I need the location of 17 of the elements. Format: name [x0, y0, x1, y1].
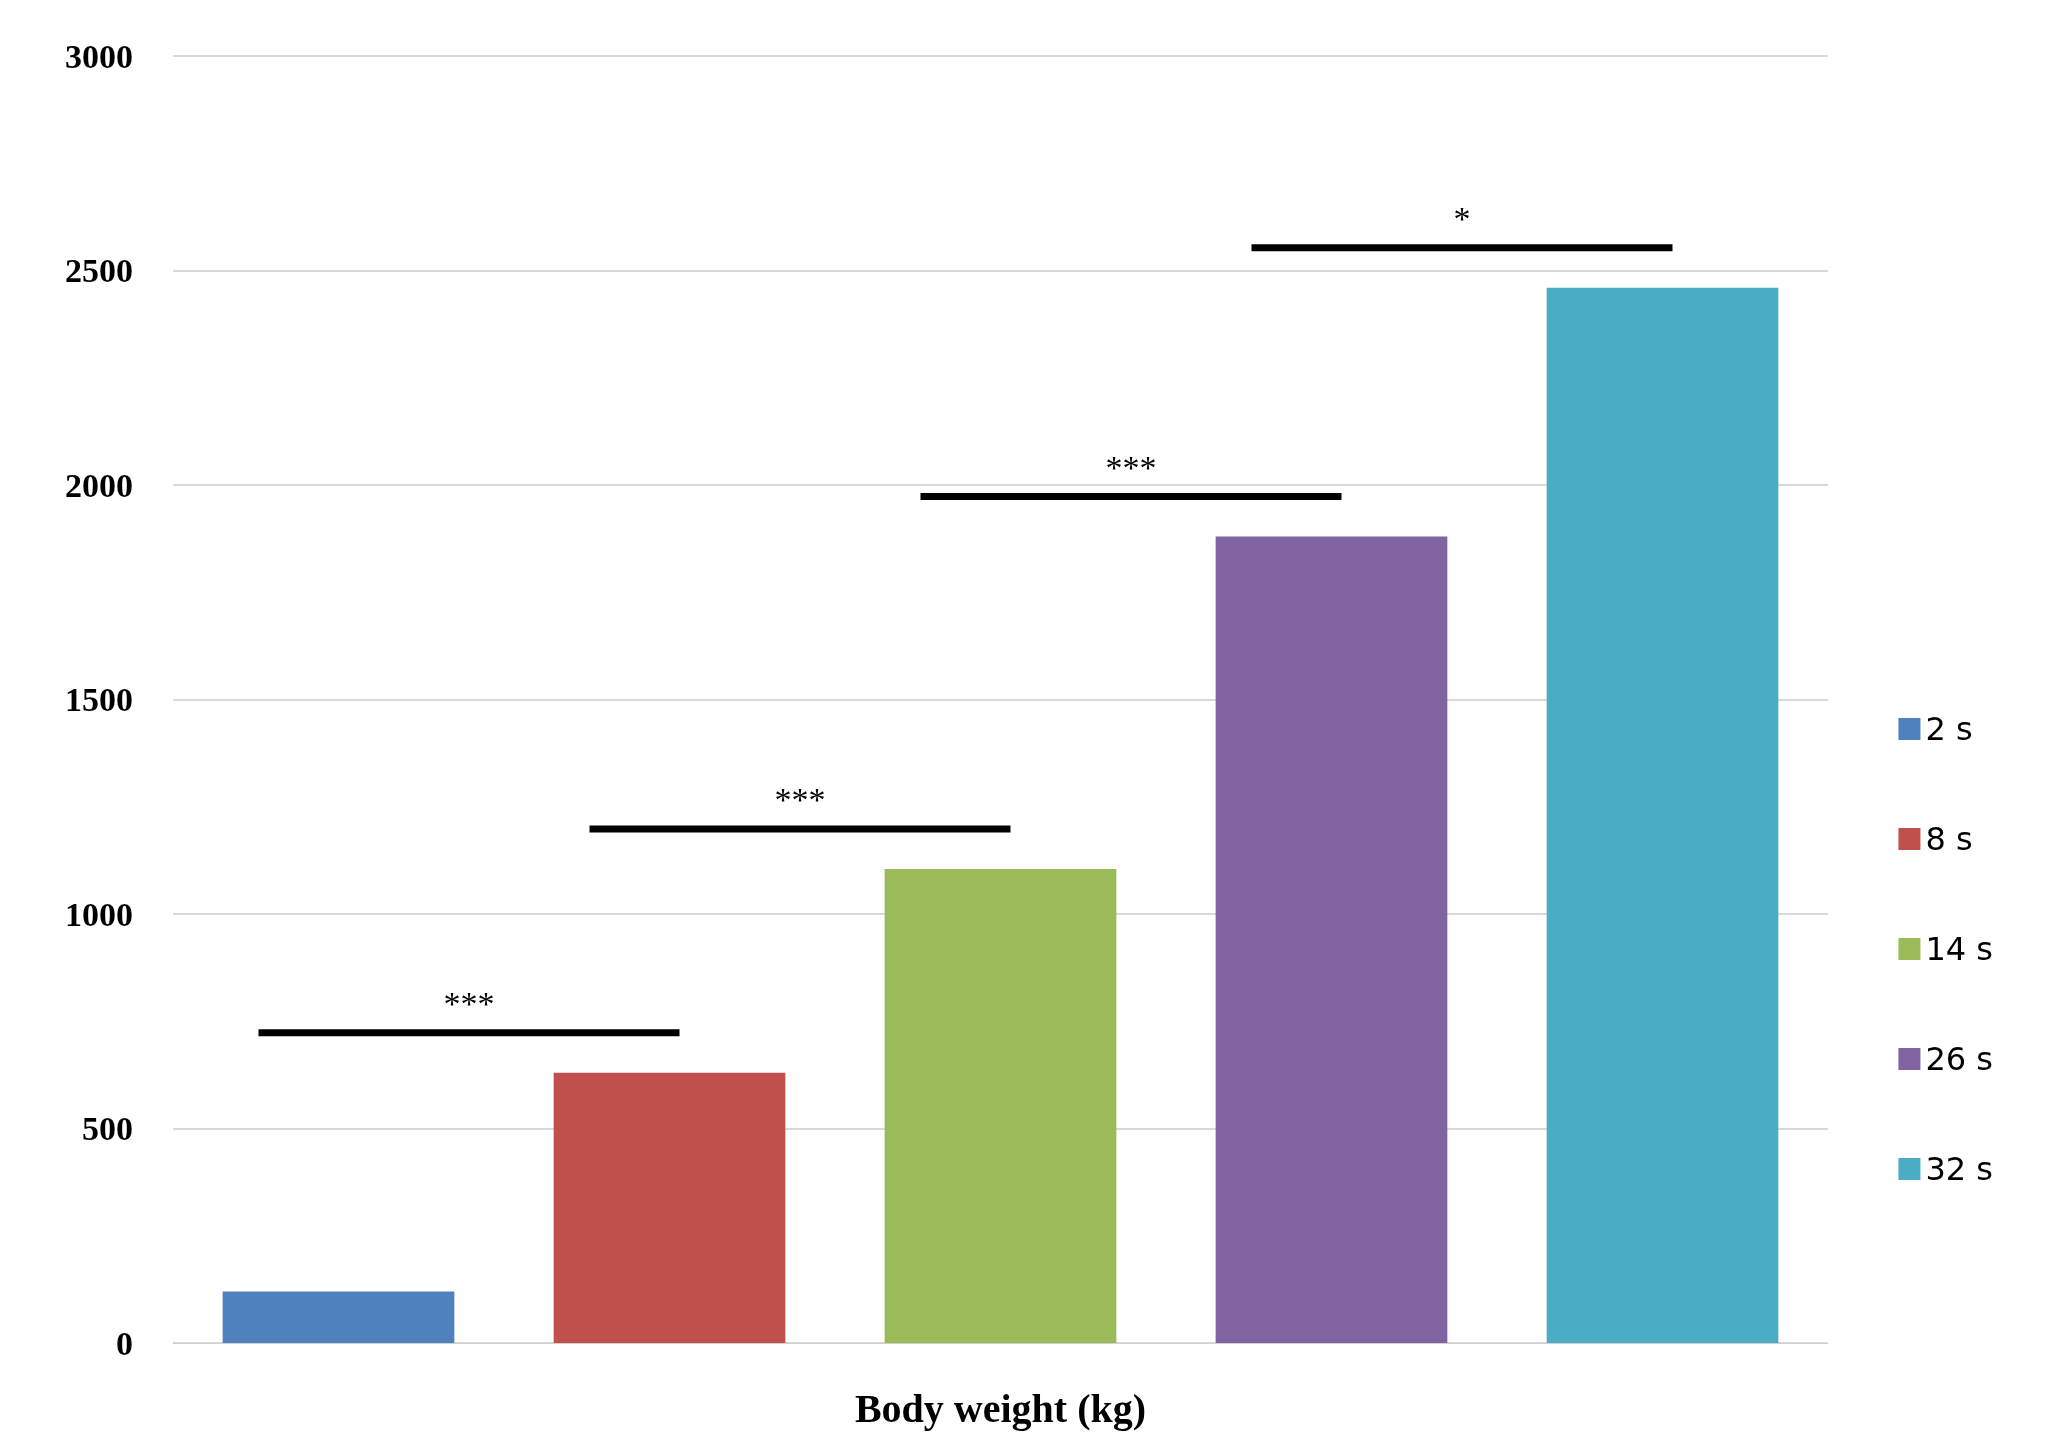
legend-label: 2 s	[1925, 710, 1973, 748]
y-tick-label: 2000	[65, 466, 133, 504]
x-axis-title: Body weight (kg)	[854, 1385, 1147, 1431]
y-tick-label: 1000	[65, 895, 133, 933]
y-tick-label: 1500	[65, 681, 133, 718]
legend-label: 14 s	[1925, 930, 1993, 968]
legend-label: 32 s	[1925, 1150, 1993, 1188]
annotation: *	[1453, 200, 1471, 238]
y-tick-label: 2500	[65, 252, 133, 289]
annotation: ***	[1105, 448, 1157, 486]
annotation: ***	[443, 985, 495, 1023]
y-tick-label: 0	[116, 1324, 133, 1362]
legend-label: 26 s	[1925, 1040, 1993, 1078]
annotation: ***	[774, 781, 826, 819]
legend-label: 8 s	[1925, 820, 1973, 858]
y-tick-label: 3000	[65, 37, 133, 75]
y-tick-label: 500	[82, 1110, 133, 1147]
